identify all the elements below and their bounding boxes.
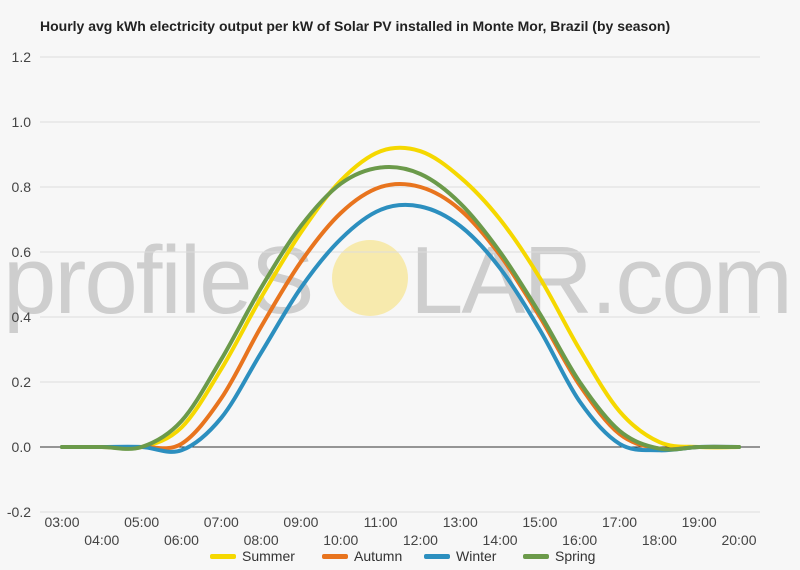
watermark: profileS LAR.com <box>3 227 793 334</box>
y-axis-ticks: 1.2 1.0 0.8 0.6 0.4 0.2 0.0 -0.2 <box>7 49 31 520</box>
legend-label: Summer <box>242 548 295 564</box>
y-tick-label: 0.4 <box>12 309 32 325</box>
x-tick-label: 03:00 <box>44 514 79 530</box>
legend-swatch <box>322 553 348 559</box>
x-tick-label: 16:00 <box>562 532 597 548</box>
legend-label: Autumn <box>354 548 403 564</box>
x-tick-label: 14:00 <box>483 532 518 548</box>
legend-swatch <box>424 553 450 559</box>
legend-swatch <box>210 553 236 559</box>
legend-item-summer: Summer <box>210 548 295 564</box>
x-tick-label: 06:00 <box>164 532 199 548</box>
legend-item-spring: Spring <box>523 548 595 564</box>
x-tick-label: 09:00 <box>283 514 318 530</box>
y-tick-label: 0.6 <box>12 244 32 260</box>
watermark-text-right: LAR.com <box>410 227 791 334</box>
y-tick-label: -0.2 <box>7 504 31 520</box>
x-tick-label: 07:00 <box>204 514 239 530</box>
x-tick-label: 19:00 <box>682 514 717 530</box>
series-line-winter <box>60 202 741 454</box>
watermark-text-left: profileS <box>3 227 313 334</box>
x-tick-label: 10:00 <box>323 532 358 548</box>
y-tick-label: 0.2 <box>12 374 32 390</box>
x-tick-label: 17:00 <box>602 514 637 530</box>
series-line-summer <box>60 145 741 451</box>
x-tick-label: 08:00 <box>244 532 279 548</box>
legend-label: Spring <box>555 548 596 564</box>
y-tick-label: 1.0 <box>12 114 32 130</box>
legend-label: Winter <box>456 548 497 564</box>
x-tick-label: 11:00 <box>364 514 398 530</box>
series-line-spring <box>60 164 741 452</box>
x-tick-label: 13:00 <box>443 514 478 530</box>
y-tick-label: 1.2 <box>12 49 32 65</box>
legend-item-winter: Winter <box>424 548 496 564</box>
x-tick-label: 20:00 <box>721 532 756 548</box>
y-tick-label: 0.8 <box>12 179 32 195</box>
y-tick-label: 0.0 <box>12 439 32 455</box>
x-tick-label: 12:00 <box>403 532 438 548</box>
x-tick-label: 18:00 <box>642 532 677 548</box>
legend-swatch <box>523 553 549 559</box>
series-lines <box>60 145 741 454</box>
series-line-autumn <box>60 181 741 452</box>
legend-item-autumn: Autumn <box>322 548 402 564</box>
x-tick-label: 04:00 <box>84 532 119 548</box>
x-tick-label: 05:00 <box>124 514 159 530</box>
watermark-sun-icon <box>332 240 408 316</box>
gridlines <box>40 56 760 513</box>
chart-title: Hourly avg kWh electricity output per kW… <box>40 18 671 34</box>
legend: Summer Autumn Winter Spring <box>0 548 800 568</box>
x-tick-label: 15:00 <box>522 514 557 530</box>
